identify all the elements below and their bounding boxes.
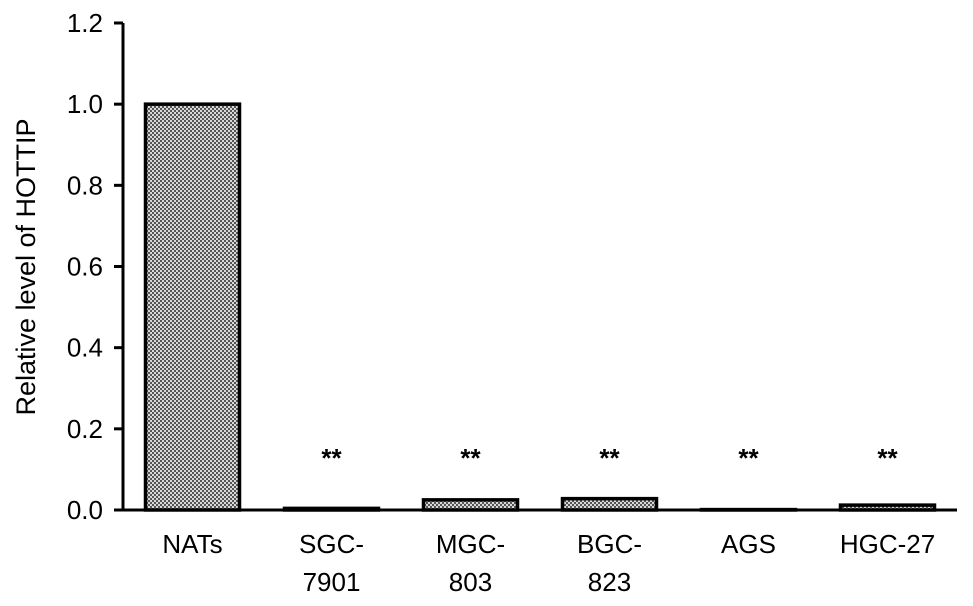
category-label: NATs xyxy=(162,529,222,559)
significance-mark: ** xyxy=(738,443,759,473)
y-tick-label: 0.4 xyxy=(67,333,103,363)
y-axis-title: Relative level of HOTTIP xyxy=(11,118,41,415)
y-tick-label: 0.6 xyxy=(67,252,103,282)
category-label-line: HGC-27 xyxy=(840,529,935,559)
category-label: BGC- 823 xyxy=(577,529,642,597)
category-label-line: 823 xyxy=(588,567,631,597)
bars xyxy=(143,102,937,512)
category-label: AGS xyxy=(721,529,776,559)
category-label-line: MGC- xyxy=(436,529,505,559)
category-label: MGC- 803 xyxy=(436,529,505,597)
significance-mark: ** xyxy=(599,443,620,473)
y-tick-label: 1.2 xyxy=(67,8,103,38)
significance-marks: ** ** ** ** ** xyxy=(321,443,898,473)
category-label-line: AGS xyxy=(721,529,776,559)
category-label-line: SGC- xyxy=(299,529,364,559)
y-tick-label: 0.2 xyxy=(67,414,103,444)
bar-0 xyxy=(143,102,242,512)
category-label: SGC- 7901 xyxy=(299,529,364,597)
bar-5 xyxy=(838,503,937,512)
axes: 0.0 0.2 0.4 0.6 0.8 1.0 1.2 xyxy=(67,8,957,525)
significance-mark: ** xyxy=(460,443,481,473)
category-label-line: NATs xyxy=(162,529,222,559)
category-label-line: BGC- xyxy=(577,529,642,559)
category-label-line: 803 xyxy=(449,567,492,597)
category-labels: NATs SGC- 7901 MGC- 803 BGC- 823 AGS HGC-27 xyxy=(162,529,935,597)
category-label: HGC-27 xyxy=(840,529,935,559)
bar-3 xyxy=(560,496,659,512)
significance-mark: ** xyxy=(321,443,342,473)
y-tick-label: 0.0 xyxy=(67,495,103,525)
y-tick-label: 0.8 xyxy=(67,170,103,200)
significance-mark: ** xyxy=(877,443,898,473)
bar-1 xyxy=(282,506,381,512)
bar-2 xyxy=(421,498,520,512)
category-label-line: 7901 xyxy=(303,567,361,597)
y-tick-label: 1.0 xyxy=(67,89,103,119)
